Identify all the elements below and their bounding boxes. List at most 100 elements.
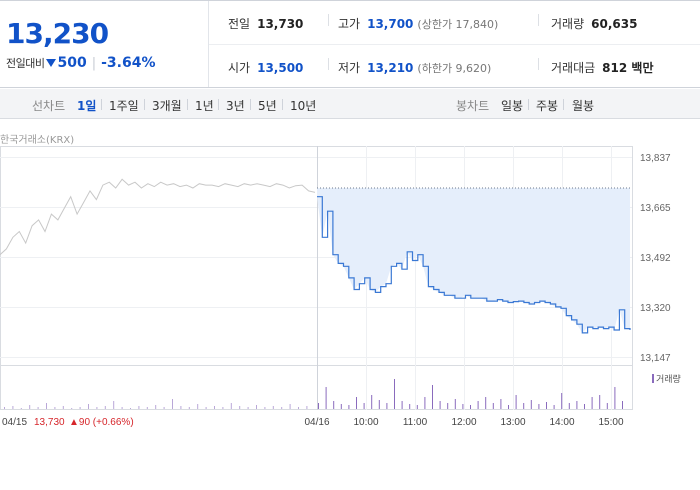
tab-1-year[interactable]: 1년 xyxy=(195,99,214,113)
prev-day-price-label: 13,730 xyxy=(34,417,65,428)
volume-bar xyxy=(546,402,547,409)
change-separator: | xyxy=(91,56,97,71)
tab-3-years[interactable]: 3년 xyxy=(226,99,245,113)
open-cell: 시가 13,500 xyxy=(228,59,303,76)
volume-bar xyxy=(256,405,257,409)
open-value: 13,500 xyxy=(257,61,304,75)
volume-bar xyxy=(356,397,357,409)
line-chart-label: 선차트 xyxy=(32,99,66,113)
y-tick-label: 13,665 xyxy=(640,203,671,214)
volume-bar xyxy=(576,401,578,409)
volume-bar xyxy=(477,401,479,409)
amount-value: 812 백만 xyxy=(602,61,654,75)
tab-daily-candle[interactable]: 일봉 xyxy=(501,99,524,113)
volume-bar xyxy=(401,401,403,409)
volume-bar xyxy=(348,405,350,409)
volume-bar xyxy=(371,395,373,409)
tab-3-months[interactable]: 3개월 xyxy=(152,99,182,113)
volume-bar xyxy=(508,405,509,409)
volume-bar xyxy=(454,399,456,409)
lower-limit: (하한가 9,620) xyxy=(417,62,492,75)
decline-area xyxy=(317,188,630,333)
volume-bar xyxy=(172,399,173,409)
volume-bar xyxy=(530,400,532,409)
divider xyxy=(538,58,539,70)
y-tick-label: 13,320 xyxy=(640,303,671,314)
volume-bar xyxy=(88,404,89,409)
prev-close-value: 13,730 xyxy=(257,17,304,31)
volume-cell: 거래량 60,635 xyxy=(551,15,637,32)
volume-bar xyxy=(180,406,182,409)
volume-bar xyxy=(386,403,388,409)
volume-legend-swatch xyxy=(652,374,654,383)
current-price: 13,230 xyxy=(6,17,109,50)
chart-period-tabs: 선차트 1일 1주일 3개월 1년 3년 5년 10년 봉차트 일봉 주봉 월봉 xyxy=(0,89,700,119)
volume-bar xyxy=(333,401,335,409)
volume-label: 거래량 xyxy=(551,17,585,31)
volume-bar xyxy=(439,401,441,409)
tab-divider xyxy=(187,99,188,110)
volume-bar xyxy=(20,408,22,409)
volume-bar xyxy=(378,400,380,409)
volume-bar xyxy=(515,395,517,409)
tab-1-week[interactable]: 1주일 xyxy=(109,99,139,113)
volume-bar xyxy=(447,403,449,409)
row-divider xyxy=(209,44,700,45)
x-tick-label: 11:00 xyxy=(403,417,428,428)
prev-close-label: 전일 xyxy=(228,17,251,31)
low-value: 13,210 xyxy=(367,61,414,75)
high-value: 13,700 xyxy=(367,17,414,31)
tab-5-years[interactable]: 5년 xyxy=(258,99,277,113)
divider xyxy=(328,14,329,26)
volume-bar xyxy=(138,406,140,409)
down-triangle-icon xyxy=(46,59,57,67)
volume-bar xyxy=(622,401,623,409)
volume-bar xyxy=(222,407,224,409)
tab-divider xyxy=(282,99,283,110)
x-tick-label: 12:00 xyxy=(451,417,476,428)
volume-bar xyxy=(561,393,563,409)
amount-cell: 거래대금 812 백만 xyxy=(551,59,653,76)
prev-day-price-line xyxy=(0,178,316,256)
volume-bar xyxy=(281,407,283,409)
change-row: 전일대비 500 | -3.64% xyxy=(6,55,156,71)
volume-bar xyxy=(29,405,31,409)
volume-bar xyxy=(12,406,14,409)
volume-bar xyxy=(523,403,525,409)
tab-monthly-candle[interactable]: 월봉 xyxy=(572,99,595,113)
tab-weekly-candle[interactable]: 주봉 xyxy=(536,99,559,113)
volume-bar xyxy=(54,407,56,409)
volume-bar xyxy=(113,401,115,409)
x-tick-label: 15:00 xyxy=(598,417,623,428)
volume-bar xyxy=(163,407,165,409)
quote-summary: 13,230 전일대비 500 | -3.64% 전일 13,730 고가 13,700(… xyxy=(0,0,700,88)
divider xyxy=(328,58,329,70)
x-tick-label: 10:00 xyxy=(353,417,378,428)
tab-10-years[interactable]: 10년 xyxy=(290,99,317,113)
y-tick-label: 13,492 xyxy=(640,253,671,264)
x-tick-label: 13:00 xyxy=(500,417,525,428)
prev-day-date-label: 04/15 xyxy=(2,417,27,428)
volume-bar xyxy=(492,403,494,409)
volume-bar xyxy=(205,407,207,409)
volume-bar xyxy=(298,407,299,409)
volume-bar xyxy=(599,395,601,409)
volume-bar xyxy=(289,404,291,409)
today-price-line xyxy=(317,196,631,334)
volume-bar xyxy=(37,407,39,409)
volume-bar xyxy=(247,407,249,409)
prev-day-change-label: ▲90 (+0.66%) xyxy=(69,417,134,428)
volume-value: 60,635 xyxy=(591,17,638,31)
tab-divider xyxy=(563,99,564,110)
volume-bar xyxy=(606,403,608,409)
volume-bar xyxy=(104,406,106,409)
volume-bar xyxy=(239,406,241,409)
volume-bar xyxy=(538,404,540,409)
tab-1-day[interactable]: 1일 xyxy=(77,99,97,113)
volume-bar xyxy=(79,407,81,409)
volume-bar xyxy=(553,405,555,409)
high-cell: 고가 13,700 (상한가 17,840) xyxy=(338,15,498,32)
volume-bar xyxy=(46,403,47,409)
volume-bar xyxy=(591,397,593,409)
volume-bar xyxy=(424,397,426,409)
